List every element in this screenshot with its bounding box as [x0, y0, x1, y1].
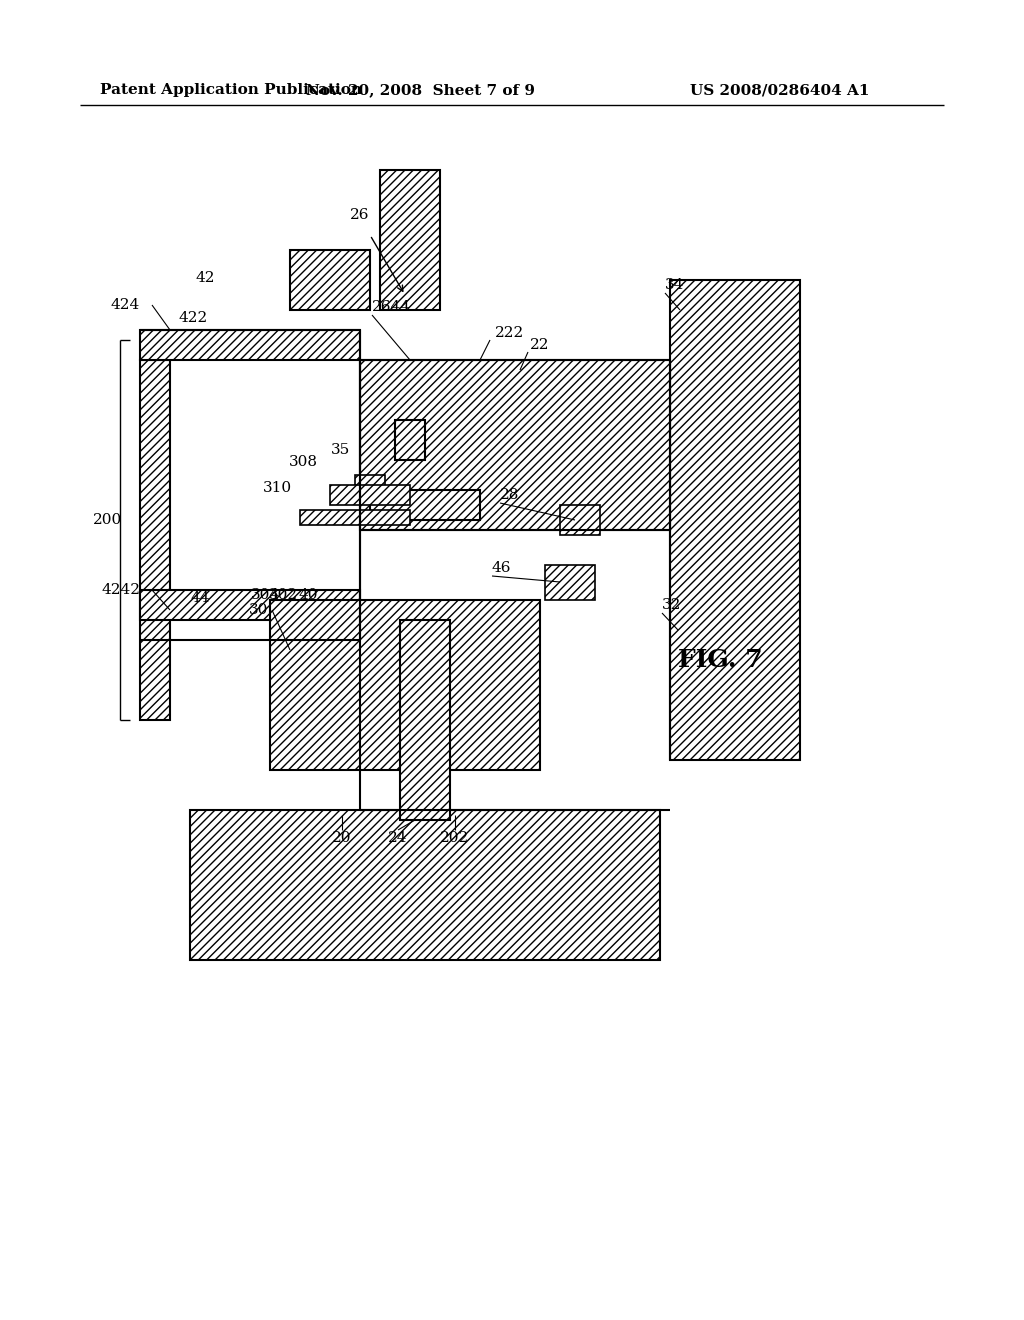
Bar: [270, 601, 540, 770]
Text: 24: 24: [388, 832, 408, 845]
Bar: [140, 330, 360, 360]
Text: 308: 308: [289, 455, 318, 469]
Bar: [670, 280, 800, 760]
Bar: [380, 170, 440, 310]
Bar: [370, 490, 480, 520]
Text: 26: 26: [350, 209, 370, 222]
Text: FIG. 7: FIG. 7: [678, 648, 762, 672]
Text: 200: 200: [93, 513, 123, 527]
Text: 302: 302: [269, 587, 298, 602]
Bar: [400, 620, 450, 820]
Bar: [290, 249, 370, 310]
Text: 422: 422: [179, 312, 208, 325]
Text: 42: 42: [196, 271, 215, 285]
Text: 20: 20: [332, 832, 352, 845]
Text: Nov. 20, 2008  Sheet 7 of 9: Nov. 20, 2008 Sheet 7 of 9: [305, 83, 535, 96]
Text: 44: 44: [190, 591, 210, 605]
Text: 2644: 2644: [372, 300, 411, 314]
Text: 304: 304: [251, 587, 280, 602]
Text: 34: 34: [665, 279, 684, 292]
Bar: [300, 510, 410, 525]
Text: 28: 28: [500, 488, 519, 502]
Bar: [560, 506, 600, 535]
Bar: [360, 360, 670, 531]
Text: 424: 424: [111, 298, 140, 312]
Text: 202: 202: [440, 832, 470, 845]
Text: Patent Application Publication: Patent Application Publication: [100, 83, 362, 96]
Text: 32: 32: [662, 598, 681, 612]
Text: 46: 46: [492, 561, 512, 576]
Text: 310: 310: [263, 480, 292, 495]
Text: US 2008/0286404 A1: US 2008/0286404 A1: [690, 83, 869, 96]
Bar: [330, 484, 410, 506]
Text: 30: 30: [249, 603, 268, 616]
Bar: [395, 420, 425, 459]
Bar: [190, 810, 660, 960]
Text: 40: 40: [299, 587, 318, 602]
Bar: [545, 565, 595, 601]
Text: 4242: 4242: [101, 583, 140, 597]
Text: 22: 22: [530, 338, 550, 352]
Text: 35: 35: [331, 444, 350, 457]
Bar: [355, 475, 385, 490]
Bar: [140, 590, 360, 620]
Bar: [140, 360, 170, 719]
Text: 222: 222: [495, 326, 524, 341]
